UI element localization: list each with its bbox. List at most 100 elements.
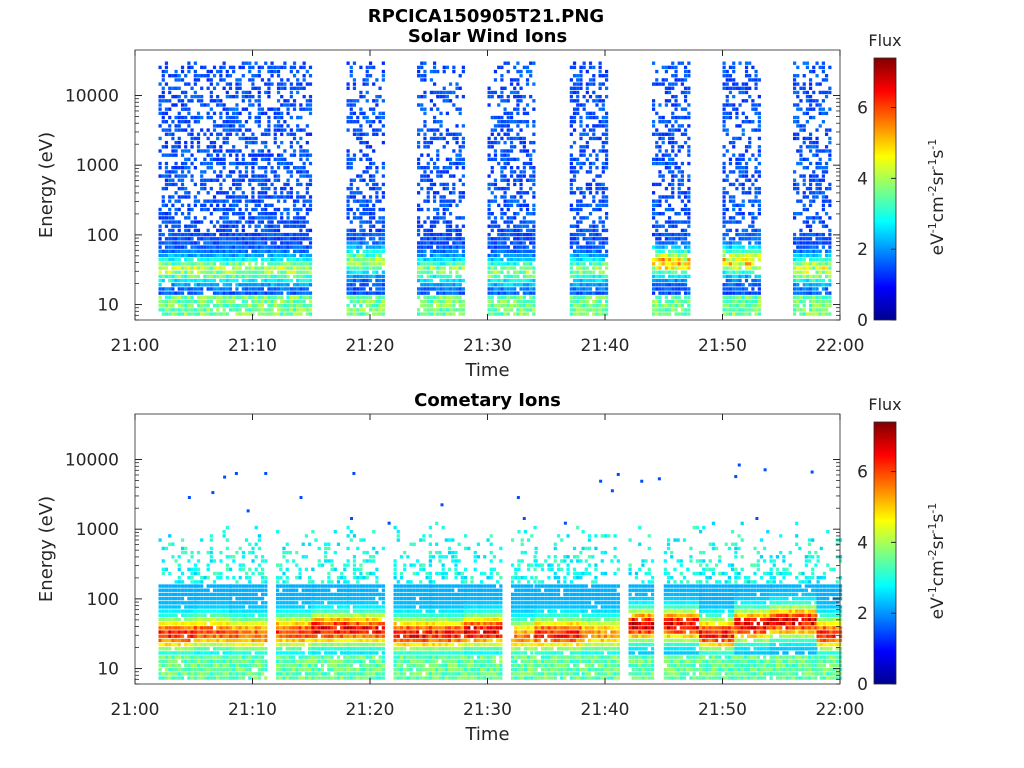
spectrogram-cell	[187, 237, 191, 241]
spectrogram-cell	[741, 90, 745, 95]
spectrogram-cell	[280, 270, 284, 274]
spectrogram-cell	[241, 224, 245, 228]
spectrogram-cell	[490, 90, 494, 95]
spectrogram-cell	[595, 157, 599, 162]
spectrogram-cell	[500, 283, 504, 287]
spectrogram-cell	[289, 186, 293, 191]
spectrogram-cell	[732, 107, 736, 111]
spectrogram-cell	[458, 283, 462, 287]
spectrogram-cell	[305, 249, 309, 254]
spectrogram-cell	[732, 253, 736, 258]
spectrogram-cell	[732, 195, 736, 199]
spectrogram-cell	[296, 232, 300, 237]
spectrogram-cell	[741, 257, 745, 262]
spectrogram-cell	[305, 245, 309, 249]
spectrogram-cell	[802, 174, 806, 178]
spectrogram-cell	[588, 278, 593, 283]
spectrogram-cell	[513, 94, 517, 99]
spectrogram-cell	[722, 203, 726, 208]
spectrogram-cell	[212, 237, 217, 241]
spectrogram-cell	[802, 82, 806, 86]
spectrogram-cell	[280, 287, 284, 291]
spectrogram-cell	[372, 257, 376, 262]
spectrogram-cell	[225, 191, 229, 195]
spectrogram-cell	[168, 241, 172, 245]
spectrogram-cell	[687, 291, 691, 295]
spectrogram-cell	[190, 262, 194, 266]
spectrogram-cell	[429, 170, 434, 174]
spectrogram-cell	[200, 174, 204, 178]
spectrogram-cell	[805, 287, 810, 291]
spectrogram-cell	[680, 312, 684, 316]
spectrogram-cell	[212, 303, 217, 308]
spectrogram-cell	[439, 274, 443, 279]
spectrogram-cell	[356, 266, 360, 270]
spectrogram-cell	[349, 274, 353, 279]
spectrogram-cell	[677, 191, 681, 195]
spectrogram-cell	[595, 299, 599, 304]
spectrogram-cell	[585, 90, 589, 95]
spectrogram-cell	[680, 199, 684, 203]
spectrogram-cell	[671, 161, 675, 166]
spectrogram-cell	[349, 266, 353, 270]
spectrogram-cell	[757, 287, 761, 291]
spectrogram-cell	[378, 249, 382, 254]
spectrogram-cell	[352, 212, 357, 216]
spectrogram-cell	[164, 241, 169, 245]
spectrogram-cell	[680, 170, 684, 174]
spectrogram-cell	[254, 241, 258, 245]
spectrogram-cell	[187, 228, 191, 233]
spectrogram-cell	[235, 283, 239, 287]
spectrogram-cell	[497, 291, 501, 295]
spectrogram-cell	[196, 270, 201, 274]
spectrogram-cell	[276, 153, 281, 157]
spectrogram-cell	[280, 140, 284, 145]
spectrogram-cell	[725, 69, 729, 74]
spectrogram-cell	[235, 153, 239, 157]
spectrogram-cell	[216, 174, 220, 178]
spectrogram-cell	[725, 74, 729, 78]
spectrogram-cell	[532, 82, 536, 86]
spectrogram-cell	[432, 161, 437, 166]
spectrogram-cell	[349, 287, 353, 291]
spectrogram-cell	[216, 228, 220, 233]
spectrogram-cell	[164, 145, 169, 149]
spectrogram-cell	[601, 203, 605, 208]
spectrogram-cell	[655, 299, 659, 304]
spectrogram-cell	[751, 287, 755, 291]
spectrogram-cell	[260, 262, 265, 266]
spectrogram-cell	[305, 295, 309, 300]
spectrogram-cell	[375, 299, 379, 304]
spectrogram-cell	[751, 174, 755, 178]
spectrogram-cell	[184, 266, 188, 270]
spectrogram-cell	[455, 270, 459, 274]
spectrogram-cell	[728, 257, 733, 262]
spectrogram-cell	[372, 99, 376, 103]
spectrogram-cell	[658, 161, 662, 166]
spectrogram-cell	[212, 86, 217, 90]
spectrogram-cell	[270, 274, 274, 279]
spectrogram-cell	[796, 287, 800, 291]
spectrogram-cell	[161, 257, 165, 262]
spectrogram-cell	[680, 274, 684, 279]
spectrogram-cell	[426, 195, 430, 199]
spectrogram-cell	[667, 182, 672, 187]
spectrogram-cell	[212, 124, 217, 128]
spectrogram-cell	[270, 299, 274, 304]
spectrogram-cell	[359, 111, 363, 116]
spectrogram-cell	[235, 295, 239, 300]
spectrogram-cell	[592, 241, 596, 245]
spectrogram-cell	[283, 199, 287, 203]
spectrogram-cell	[754, 295, 758, 300]
spectrogram-cell	[585, 266, 589, 270]
spectrogram-cell	[209, 166, 213, 170]
spectrogram-cell	[754, 245, 758, 249]
spectrogram-cell	[171, 216, 175, 220]
spectrogram-cell	[525, 82, 530, 86]
spectrogram-cell	[585, 69, 589, 74]
spectrogram-cell	[190, 241, 194, 245]
spectrogram-cell	[308, 153, 313, 157]
spectrogram-cell	[677, 186, 681, 191]
spectrogram-cell	[529, 157, 533, 162]
spectrogram-cell	[289, 86, 293, 90]
